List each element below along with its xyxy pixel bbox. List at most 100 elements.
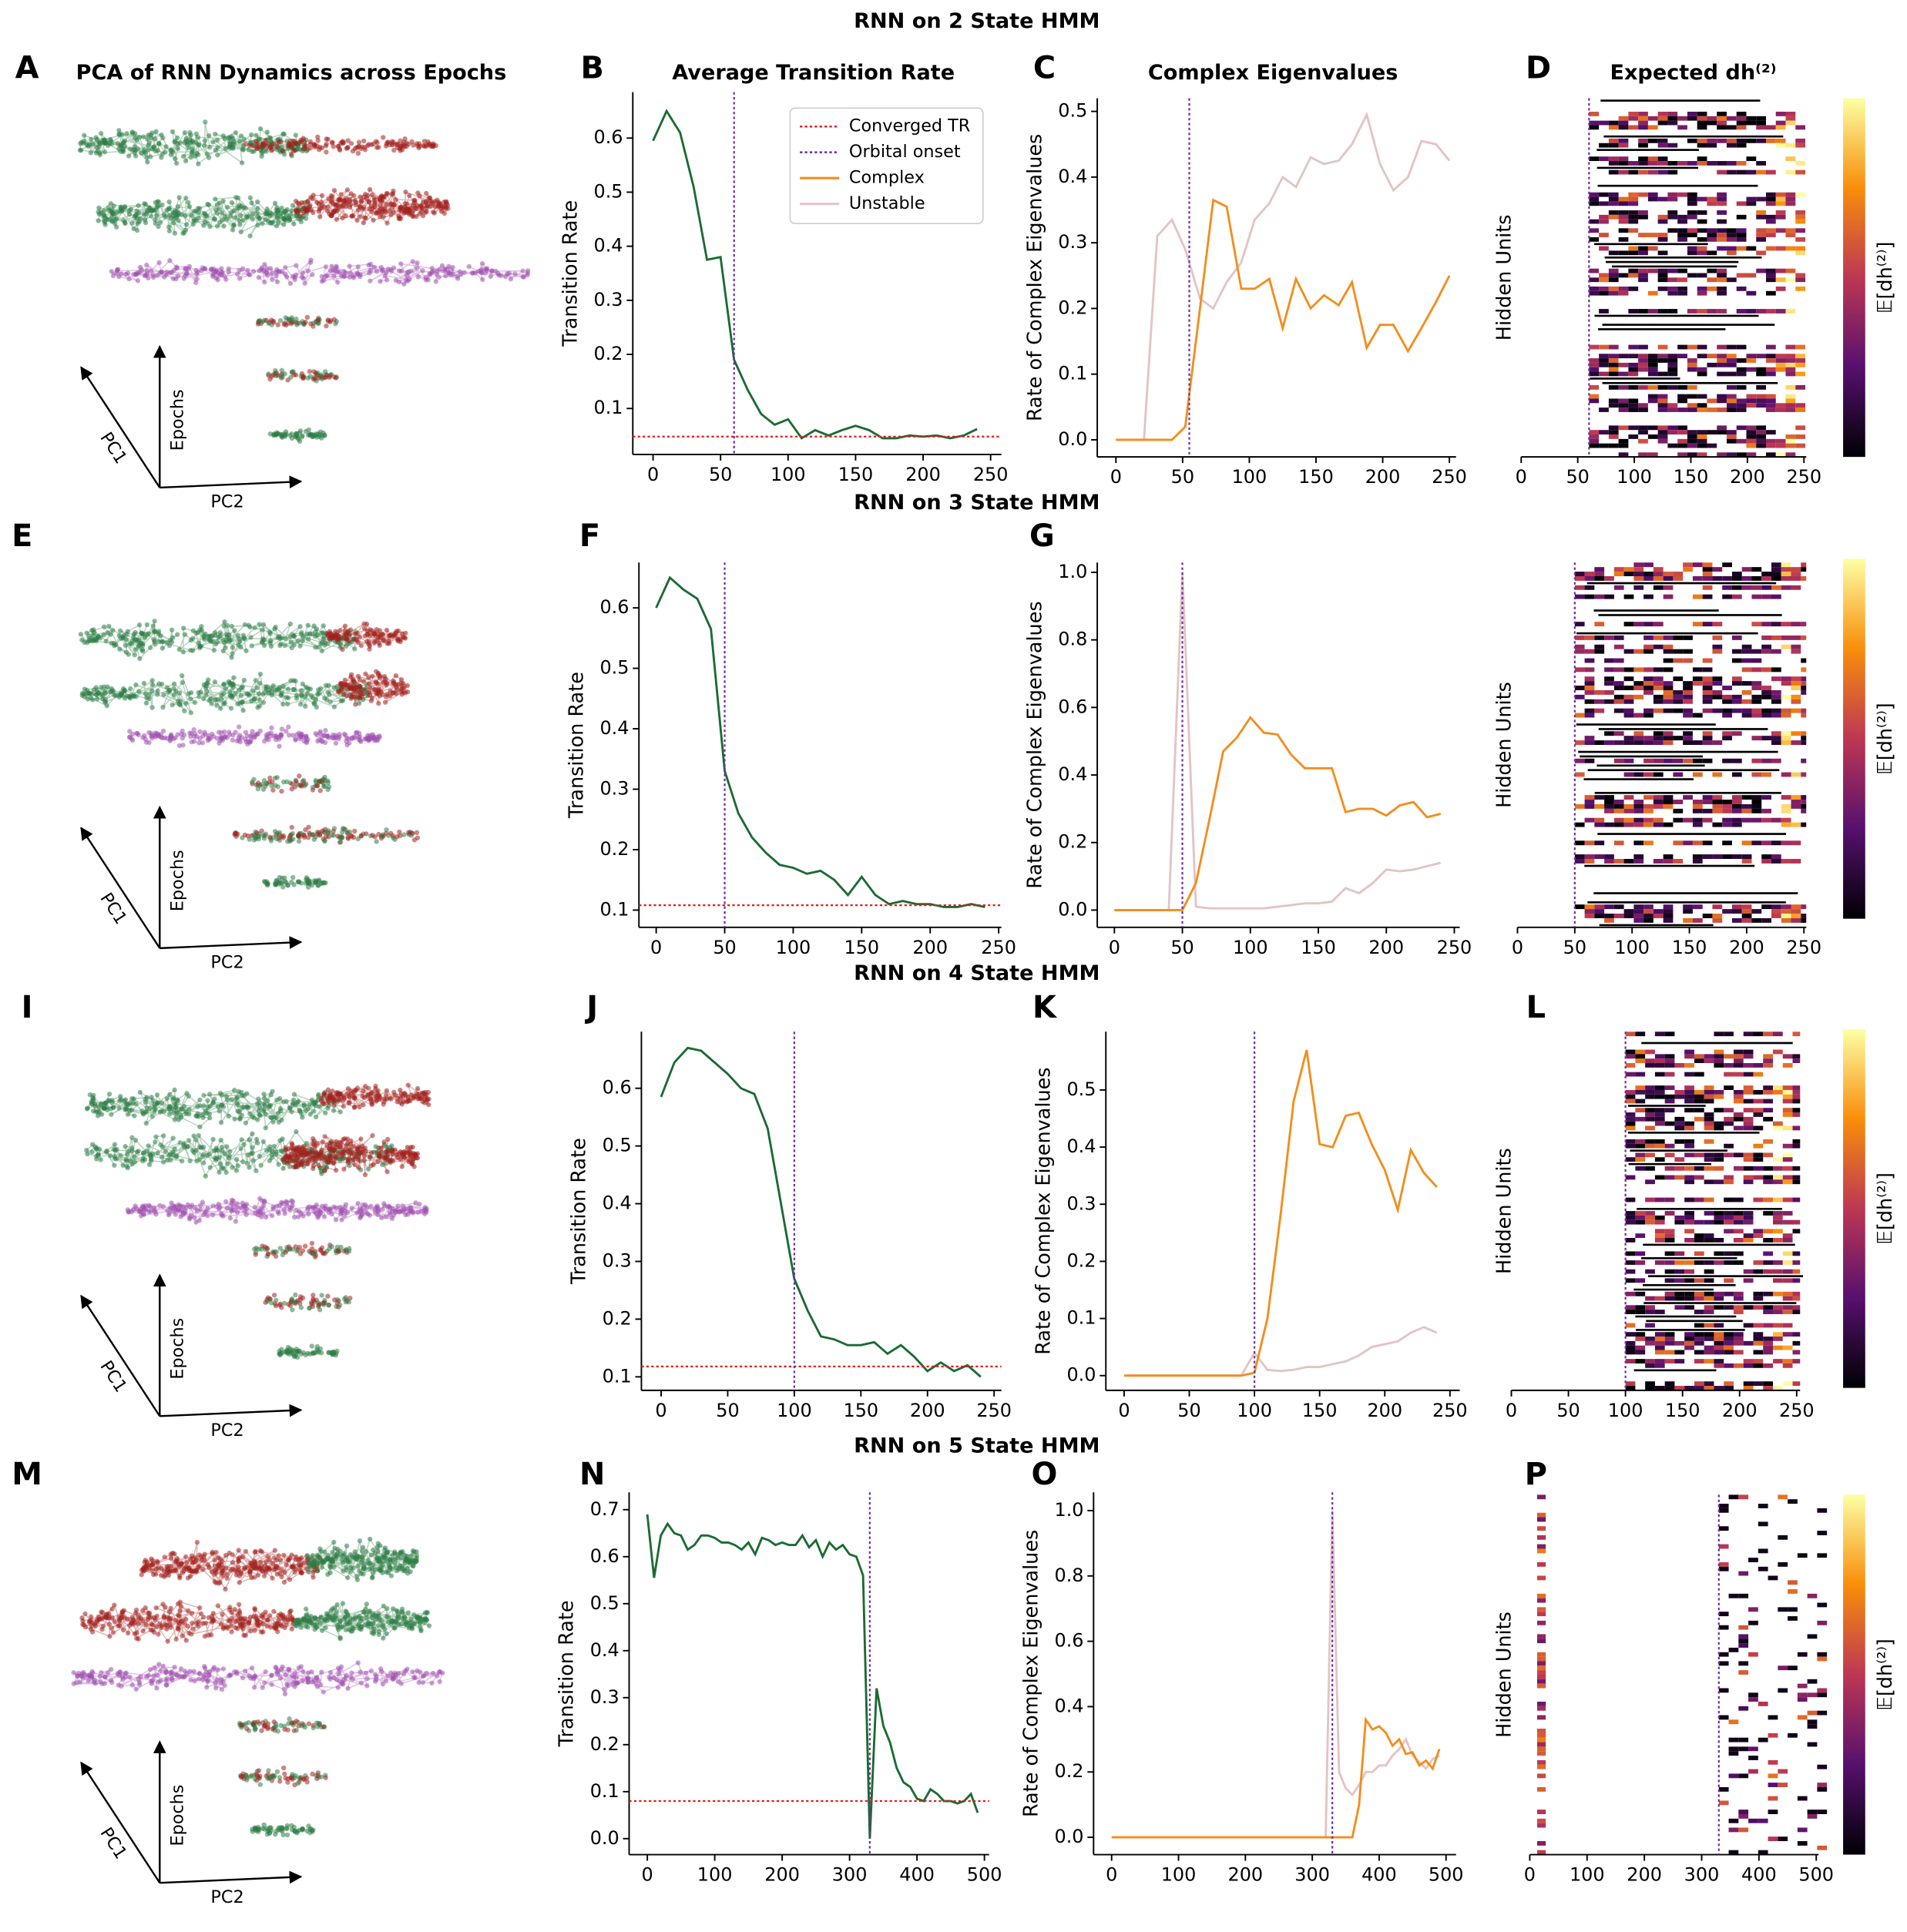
state-point	[359, 198, 364, 203]
heat-cell	[1599, 246, 1609, 251]
state-point	[358, 642, 364, 649]
y-tick-label: 0.5	[599, 657, 629, 679]
heat-cell	[1604, 689, 1614, 695]
state-point	[341, 198, 347, 203]
heat-cell	[1613, 803, 1624, 809]
state-point	[341, 269, 347, 274]
heat-cell	[1663, 649, 1674, 654]
heat-cell	[1775, 201, 1786, 206]
heat-cell	[1791, 681, 1801, 686]
state-point	[384, 1169, 390, 1175]
state-point	[263, 1125, 268, 1131]
heat-cell	[1657, 196, 1668, 202]
state-point	[405, 1095, 411, 1100]
heat-cell	[1697, 403, 1707, 408]
heat-cell	[1618, 219, 1629, 224]
heat-cell	[1623, 694, 1634, 699]
heat-cell	[1761, 858, 1771, 864]
state-point	[149, 1095, 154, 1100]
state-point	[92, 1101, 98, 1107]
heat-cell	[1643, 909, 1654, 914]
state-point	[254, 830, 260, 836]
heat-cell	[1643, 803, 1654, 809]
state-point	[193, 280, 199, 286]
heat-cell	[1628, 192, 1639, 197]
state-point	[112, 642, 117, 649]
state-point	[340, 139, 346, 144]
heat-cell	[1667, 408, 1678, 412]
heat-cell	[1756, 403, 1766, 408]
heat-cell	[1647, 125, 1658, 130]
heat-cell	[1589, 201, 1600, 206]
state-point	[232, 1116, 237, 1122]
heat-cell	[1628, 161, 1639, 166]
heat-cell	[1647, 354, 1658, 359]
heat-cell	[1633, 667, 1644, 673]
y-tick-label: 0.1	[1058, 363, 1087, 384]
state-point	[133, 153, 139, 159]
state-point	[179, 1159, 185, 1164]
panel-title: Average Transition Rate	[672, 61, 955, 85]
state-point	[268, 838, 274, 844]
state-point	[351, 213, 356, 219]
heat-cell	[1697, 210, 1707, 215]
state-point	[280, 148, 285, 153]
state-point	[314, 434, 320, 440]
state-point	[347, 683, 354, 688]
heat-cell	[1677, 228, 1687, 233]
state-point	[258, 1162, 264, 1168]
state-point	[277, 642, 283, 649]
heat-cell	[1795, 371, 1806, 377]
state-point	[243, 648, 249, 654]
heat-cell	[1756, 309, 1766, 314]
state-point	[159, 155, 164, 160]
state-point	[106, 1098, 112, 1103]
x-tick-label: 0	[1109, 937, 1120, 958]
state-point	[106, 623, 112, 629]
heat-cell	[1736, 344, 1747, 350]
state-point	[370, 1132, 375, 1139]
heat-cell	[1785, 438, 1796, 444]
heat-cell	[1594, 572, 1605, 576]
state-point	[206, 1092, 213, 1097]
heat-cell	[1574, 822, 1585, 827]
heat-cell	[1697, 236, 1707, 242]
state-point	[443, 204, 449, 210]
state-point	[230, 651, 235, 656]
heat-cell	[1697, 156, 1707, 162]
state-point	[217, 1109, 223, 1114]
state-point	[325, 787, 331, 793]
heat-cell	[1712, 772, 1723, 777]
legend-label: Converged TR	[849, 116, 970, 136]
state-point	[305, 199, 311, 204]
state-point	[149, 1156, 154, 1162]
state-point	[262, 280, 267, 285]
state-point	[127, 641, 133, 646]
heat-cell	[1643, 649, 1654, 654]
state-point	[400, 1094, 405, 1099]
state-point	[267, 266, 274, 271]
heat-cell	[1687, 192, 1697, 197]
state-point	[240, 708, 246, 713]
heat-cell	[1707, 143, 1717, 148]
state-point	[317, 214, 323, 220]
state-point	[163, 272, 169, 278]
state-point	[338, 192, 344, 197]
state-point	[358, 687, 364, 693]
heat-cell	[1584, 854, 1595, 859]
heat-cell	[1761, 808, 1771, 813]
heat-cell	[1594, 635, 1605, 640]
state-point	[90, 1142, 96, 1147]
heat-cell	[1791, 731, 1801, 736]
heat-cell	[1751, 772, 1762, 777]
heat-cell	[1589, 358, 1600, 363]
heat-cell	[1594, 689, 1605, 695]
state-point	[79, 139, 84, 145]
heat-cell	[1633, 731, 1644, 736]
heat-cell	[1677, 125, 1687, 130]
heat-cell	[1795, 236, 1806, 242]
state-point	[290, 369, 295, 374]
heat-cell	[1599, 362, 1609, 367]
heat-cell	[1746, 120, 1757, 126]
heat-cell	[1785, 358, 1796, 363]
